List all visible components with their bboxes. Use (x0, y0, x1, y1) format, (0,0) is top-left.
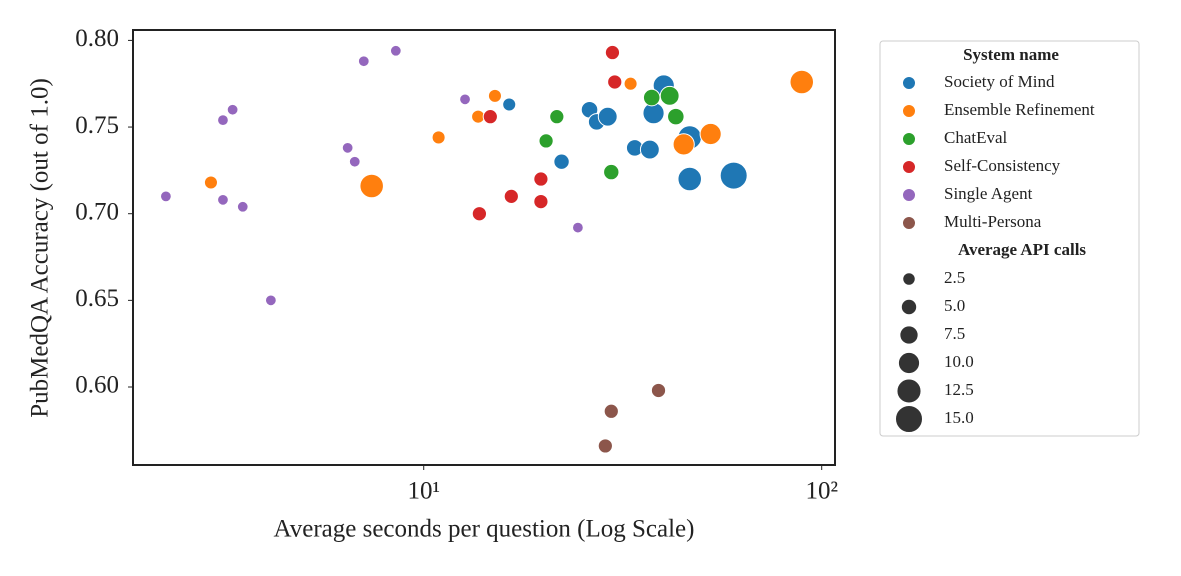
point (538, 133, 554, 149)
legend-size-marker (899, 325, 919, 345)
point (160, 190, 172, 203)
legend-marker (902, 104, 916, 118)
legend-marker (902, 160, 916, 174)
point (672, 133, 695, 156)
point (226, 103, 239, 116)
x-axis-label: Average seconds per question (Log Scale) (274, 516, 695, 543)
point (217, 193, 229, 206)
legend-size-label: 7.5 (944, 324, 965, 343)
point (719, 161, 748, 190)
legend-marker (902, 216, 916, 230)
legend-marker (902, 76, 916, 90)
point (348, 155, 361, 168)
point (623, 76, 638, 91)
point (639, 139, 660, 160)
point (642, 88, 661, 107)
point (597, 438, 613, 454)
point (264, 294, 277, 307)
point (503, 188, 519, 204)
legend-size-label: 15.0 (944, 408, 974, 427)
legend-title: System name (963, 45, 1059, 64)
point (603, 403, 619, 419)
legend-box (879, 40, 1140, 437)
point (502, 97, 517, 112)
legend-size-label: 10.0 (944, 352, 974, 371)
legend-label: Multi-Persona (944, 212, 1042, 231)
point (471, 206, 488, 222)
legend-label: Ensemble Refinement (944, 100, 1095, 119)
point (341, 141, 354, 154)
point (389, 44, 402, 57)
legend-marker (902, 132, 916, 146)
legend-label: Self-Consistency (944, 156, 1061, 175)
point (604, 44, 621, 61)
point (699, 122, 722, 146)
legend-size-marker (900, 298, 918, 316)
legend-size-label: 5.0 (944, 296, 965, 315)
point (459, 93, 471, 106)
y-tick-label: 0.75 (75, 112, 119, 139)
legend-size-marker (902, 272, 916, 286)
point (789, 69, 815, 95)
legend-size-label: 12.5 (944, 380, 974, 399)
point (597, 106, 618, 127)
point (677, 166, 702, 192)
legend-size-label: 2.5 (944, 268, 965, 287)
point (217, 114, 229, 126)
point (236, 200, 249, 213)
y-tick-label: 0.70 (75, 198, 119, 225)
plot-frame (132, 29, 836, 466)
y-tick-label: 0.60 (75, 372, 119, 399)
legend-marker (902, 188, 916, 202)
legend-size-marker (895, 405, 923, 433)
point (431, 130, 446, 145)
point (650, 382, 667, 399)
legend-label: ChatEval (944, 128, 1008, 147)
legend-label: Society of Mind (944, 72, 1055, 91)
point (359, 173, 384, 199)
y-tick-label: 0.80 (75, 25, 119, 52)
legend-size-marker (897, 351, 921, 375)
point (487, 88, 502, 103)
legend-size-title: Average API calls (958, 240, 1086, 259)
point (553, 153, 570, 170)
y-tick-label: 0.65 (75, 285, 119, 312)
x-tick-label: 10² (805, 478, 838, 505)
point (482, 109, 498, 125)
point (659, 85, 680, 106)
legend-label: Single Agent (944, 184, 1033, 203)
point (533, 193, 549, 210)
point (607, 74, 623, 90)
point (203, 175, 218, 190)
y-axis-label: PubMedQA Accuracy (out of 1.0) (27, 78, 54, 418)
point (357, 55, 370, 68)
x-tick-label: 10¹ (407, 478, 440, 505)
point (549, 109, 565, 125)
point (667, 107, 685, 126)
point (572, 221, 584, 234)
point (603, 163, 620, 181)
legend-size-marker (896, 378, 922, 404)
point (533, 171, 549, 187)
